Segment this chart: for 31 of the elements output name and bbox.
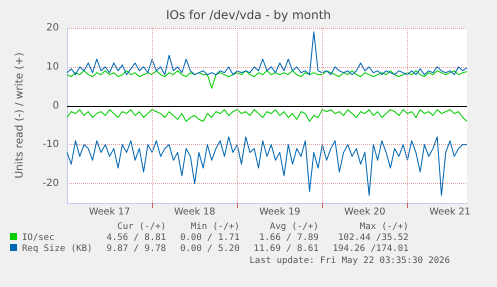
legend-label: IO/sec <box>21 233 56 244</box>
y-tick-label: -10 <box>42 139 59 150</box>
text: Last update: Fri May 22 03:35:30 2026 <box>250 256 450 266</box>
y-axis-title: Units read (-) / write (+) <box>14 52 26 179</box>
legend-label: Req Size (KB) <box>21 244 92 255</box>
text: 0.00 / 1.71 <box>179 233 240 244</box>
text: Min (-/+) <box>190 222 240 233</box>
chart-title: IOs for /dev/vda - by month <box>166 8 332 22</box>
x-tick-label: Week 21 <box>429 206 471 218</box>
text: 1.66 / 7.89 <box>258 233 319 244</box>
line-series <box>66 70 468 89</box>
line-series <box>66 136 468 196</box>
x-tick-label: Week 20 <box>344 206 386 218</box>
line-series <box>66 31 468 76</box>
text: Cur (-/+) <box>116 222 166 233</box>
text: 0.00 / 5.20 <box>179 244 240 255</box>
text: Max (-/+) <box>358 222 409 233</box>
text: 11.69 / 8.61 <box>252 244 319 255</box>
x-tick-label: Week 18 <box>174 206 216 218</box>
text: 194.26 /174.01 <box>332 244 409 255</box>
y-tick-label: 10 <box>46 61 59 72</box>
x-tick-label: Week 17 <box>88 206 130 218</box>
y-tick-label: 20 <box>46 22 59 34</box>
text: Avg (-/+) <box>268 222 319 233</box>
y-tick-label: 0 <box>52 100 59 112</box>
x-tick-label: Week 19 <box>259 206 300 218</box>
y-tick-label: -20 <box>42 178 59 190</box>
text: 4.56 / 8.81 <box>105 233 166 244</box>
line-series <box>66 109 468 122</box>
text: 102.44 /35.52 <box>337 233 409 244</box>
text: 9.87 / 9.78 <box>105 244 166 255</box>
